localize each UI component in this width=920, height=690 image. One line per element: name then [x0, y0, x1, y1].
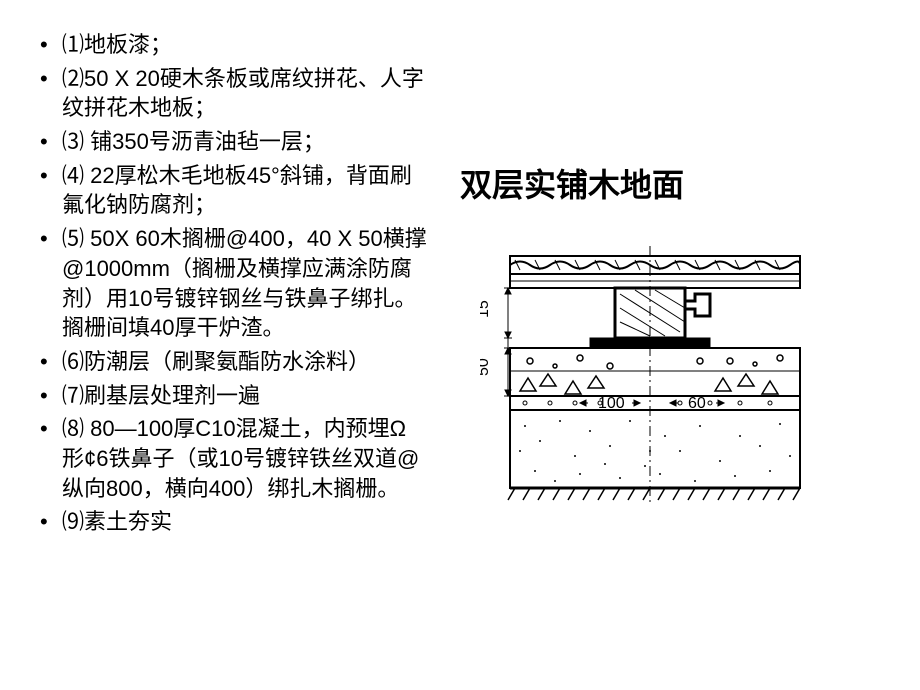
page-title: 双层实铺木地面	[460, 160, 880, 206]
right-column: 双层实铺木地面	[440, 30, 880, 660]
list-item: ⑵50 X 20硬木条板或席纹拼花、人字纹拼花木地板；	[40, 64, 430, 123]
dim-label-15: 15	[480, 300, 492, 318]
dim-label-50: 50	[480, 358, 492, 376]
left-column: ⑴地板漆； ⑵50 X 20硬木条板或席纹拼花、人字纹拼花木地板； ⑶ 铺350…	[40, 30, 440, 660]
list-item: ⑸ 50X 60木搁栅@400，40 X 50横撑@1000mm（搁栅及横撑应满…	[40, 224, 430, 343]
spec-list: ⑴地板漆； ⑵50 X 20硬木条板或席纹拼花、人字纹拼花木地板； ⑶ 铺350…	[40, 30, 430, 537]
list-item: ⑴地板漆；	[40, 30, 430, 60]
list-item: ⑹防潮层（刷聚氨酯防水涂料）	[40, 347, 430, 377]
list-item: ⑶ 铺350号沥青油毡一层；	[40, 127, 430, 157]
section-diagram: 100 60	[480, 246, 820, 556]
main-container: ⑴地板漆； ⑵50 X 20硬木条板或席纹拼花、人字纹拼花木地板； ⑶ 铺350…	[40, 30, 880, 660]
diagram-svg: 100 60	[480, 246, 820, 556]
list-item: ⑷ 22厚松木毛地板45°斜铺，背面刷氟化钠防腐剂；	[40, 161, 430, 220]
list-item: ⑺刷基层处理剂一遍	[40, 381, 430, 411]
list-item: ⑻ 80—100厚C10混凝土，内预埋Ω形¢6铁鼻子（或10号镀锌铁丝双道@纵向…	[40, 414, 430, 503]
list-item: ⑼素土夯实	[40, 507, 430, 537]
